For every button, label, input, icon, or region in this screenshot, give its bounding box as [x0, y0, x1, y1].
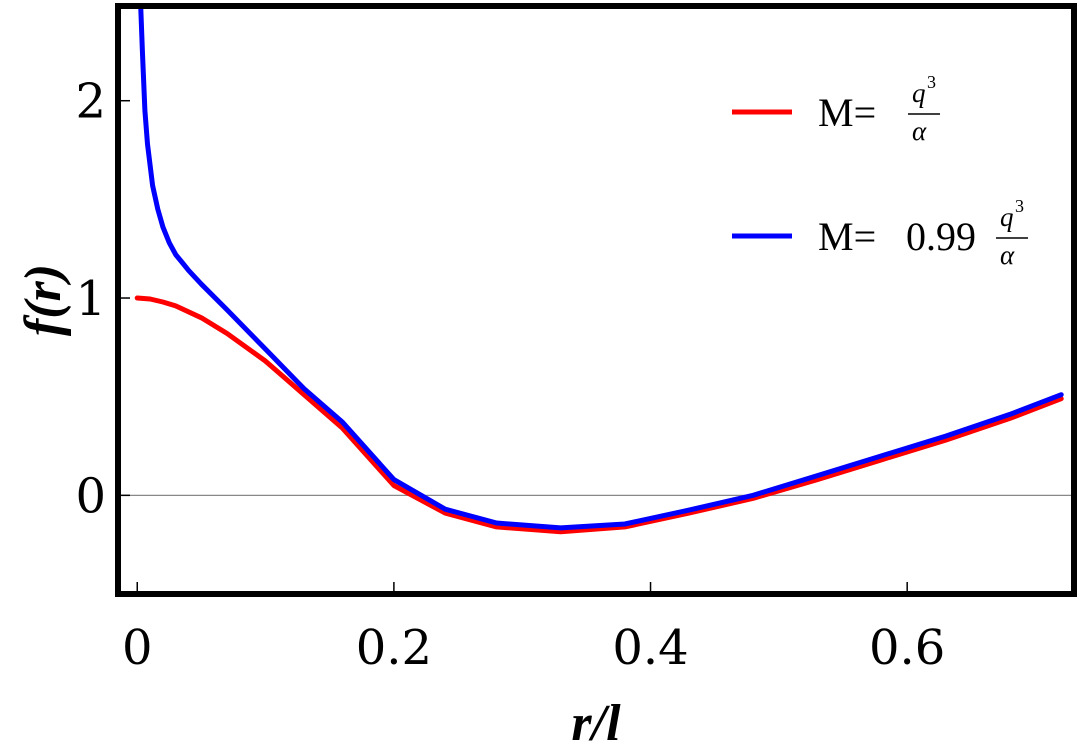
y-tick-label: 0 [75, 468, 106, 524]
series-layer [134, 6, 1064, 535]
x-axis-title: r/l [571, 695, 621, 752]
x-tick-label: 0 [122, 620, 153, 676]
x-tick-label: 0.6 [869, 620, 945, 676]
legend-prefix: M= [818, 90, 876, 135]
x-tick-label: 0.2 [356, 620, 432, 676]
x-tick-label: 0.4 [612, 620, 688, 676]
legend: M= q 3αM= 0.99 q 3α [732, 72, 1028, 270]
series-line-1 [134, 295, 1064, 535]
legend-entry-2: M= 0.99 q 3 α [732, 196, 1028, 270]
legend-coefficient: 0.99 [906, 214, 976, 259]
legend-entry-1: M= q 3 α [732, 72, 940, 146]
tick-layer: 0 0.2 0.4 0.6 0 1 2 [75, 74, 945, 676]
legend-prefix: M= [818, 214, 876, 259]
legend-denominator: α [1000, 240, 1015, 270]
y-tick-label: 1 [75, 271, 106, 327]
legend-numerator: q [1000, 202, 1014, 232]
legend-numerator: q [912, 78, 926, 108]
y-tick-label: 2 [75, 74, 106, 130]
legend-denominator: α [912, 116, 927, 146]
plot-frame [115, 3, 1077, 597]
series-line-2 [138, 6, 1064, 531]
y-axis-title: f(r) [15, 264, 72, 336]
legend-superscript: 3 [927, 72, 936, 92]
legend-superscript: 3 [1015, 196, 1024, 216]
